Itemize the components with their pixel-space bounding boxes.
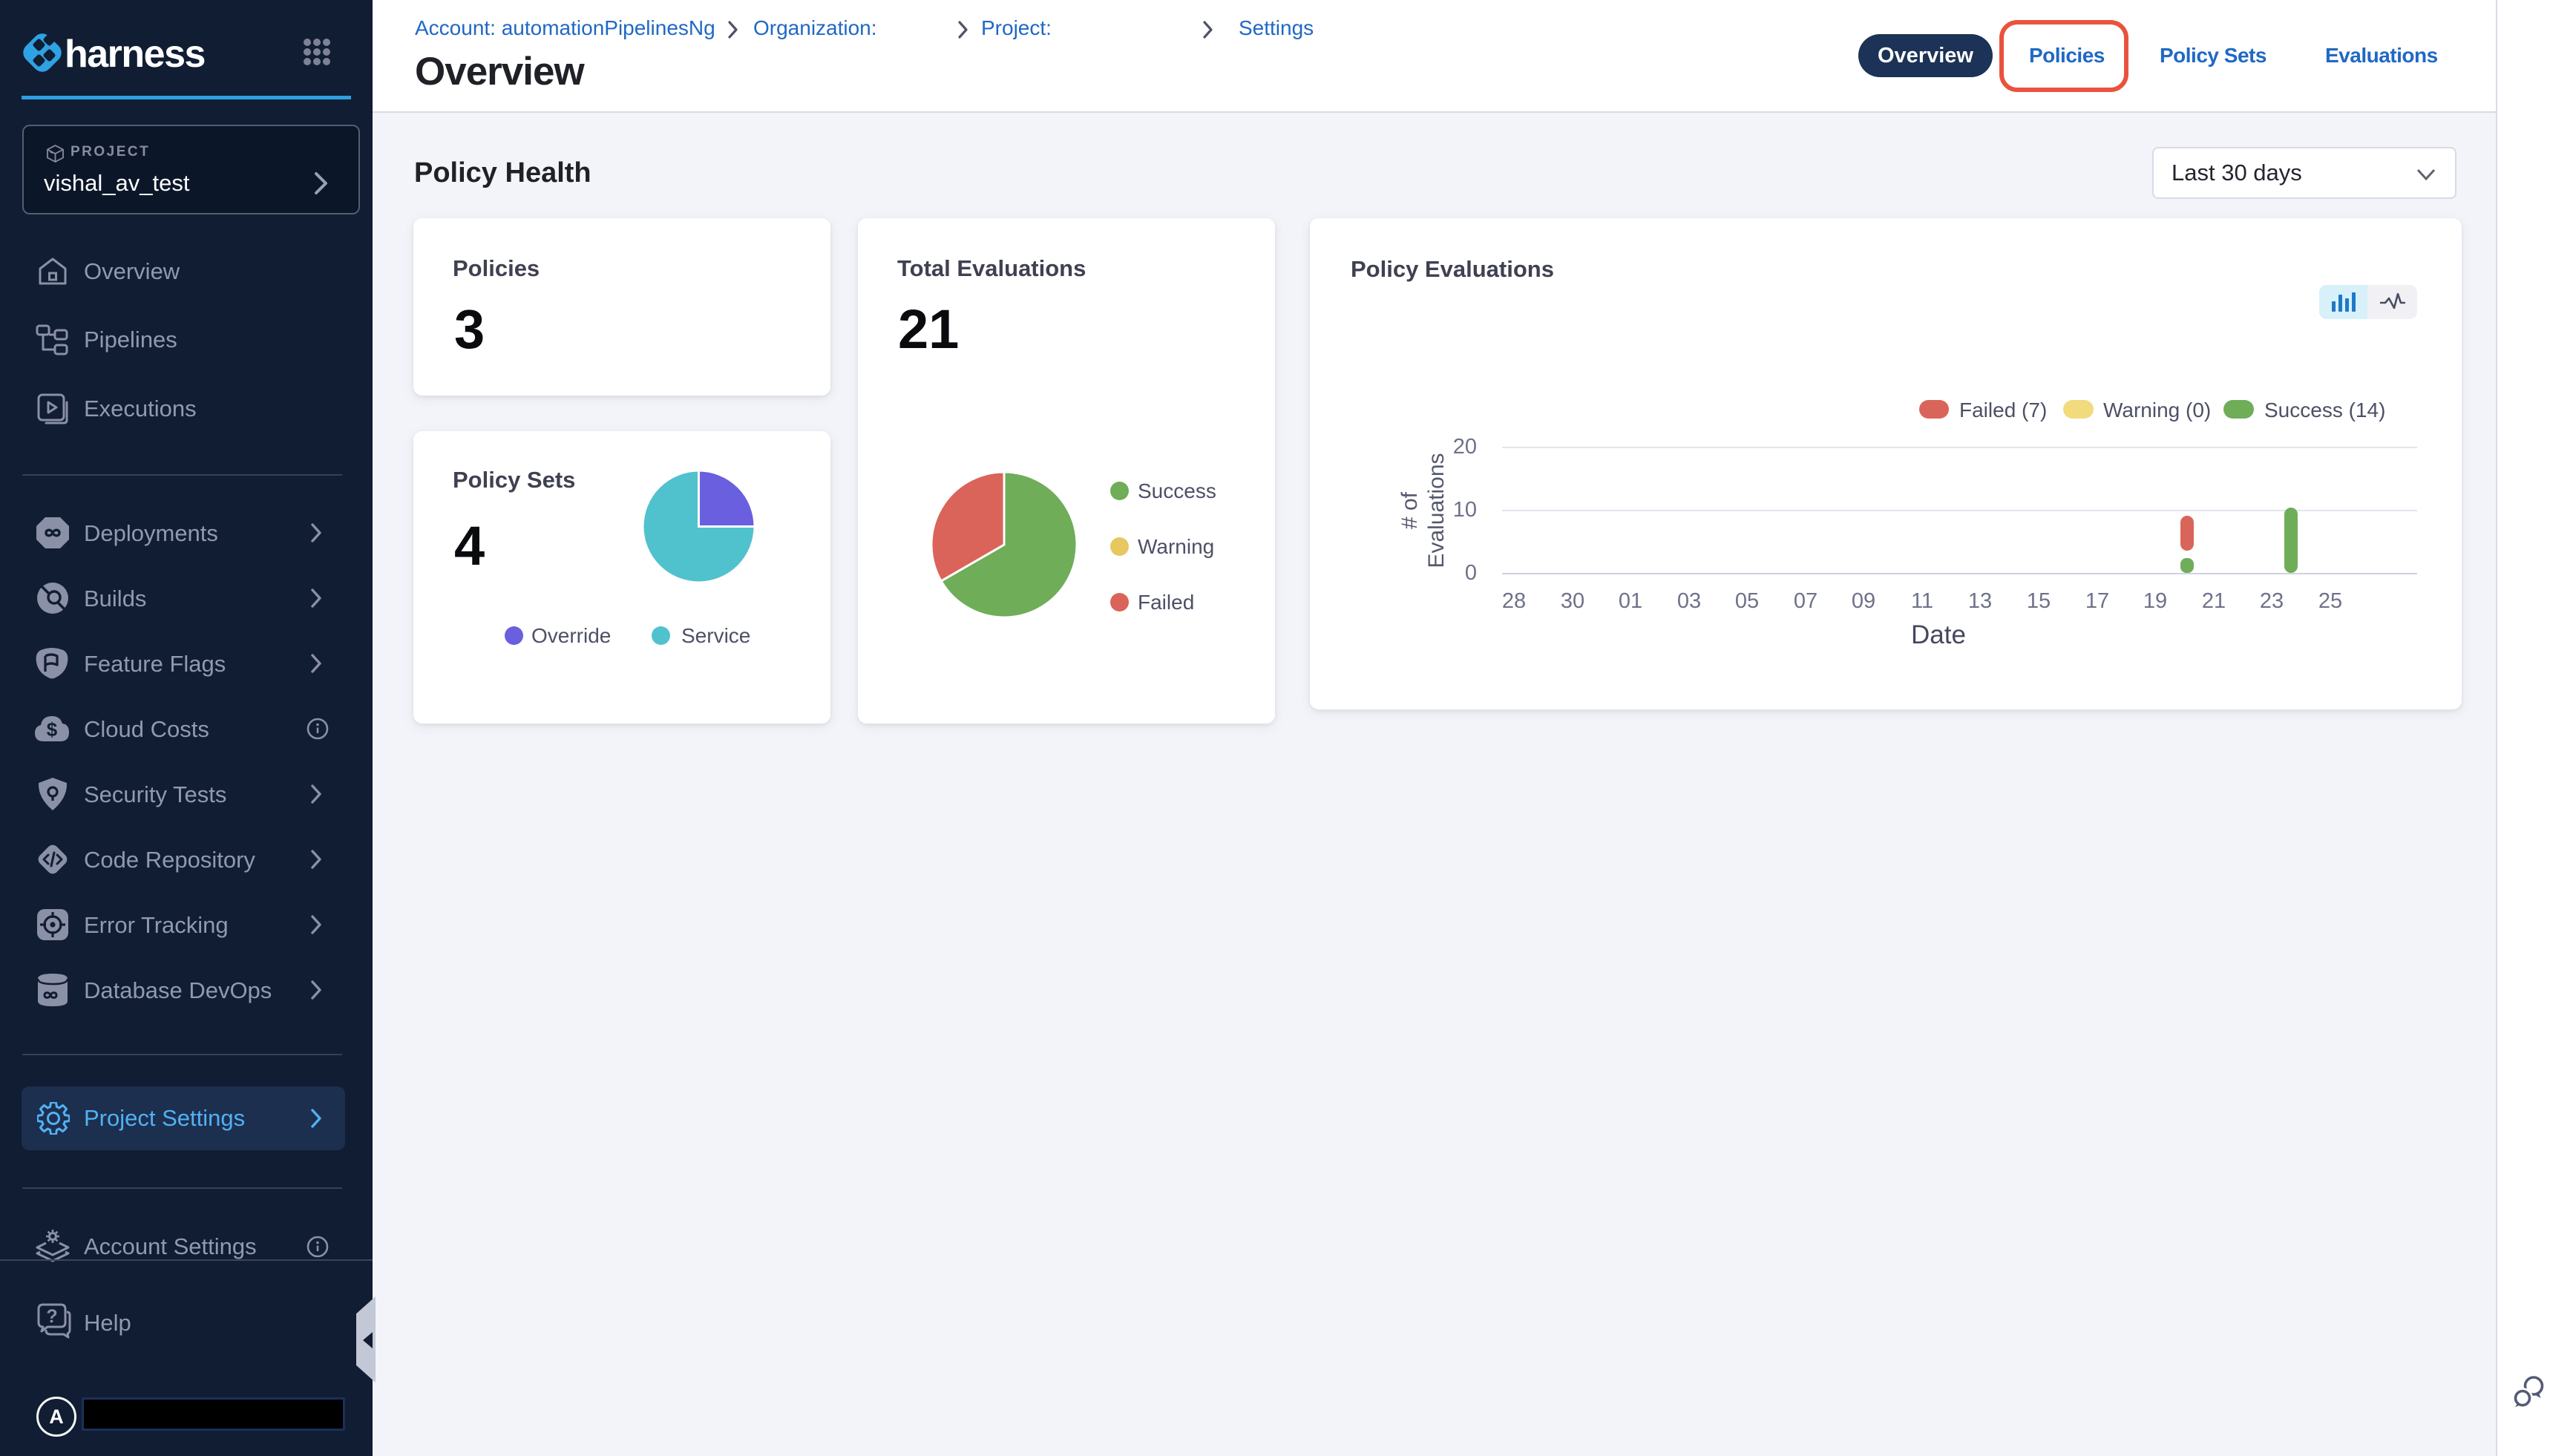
svg-text:?: ? — [46, 1306, 57, 1327]
svg-text:$: $ — [47, 718, 58, 741]
